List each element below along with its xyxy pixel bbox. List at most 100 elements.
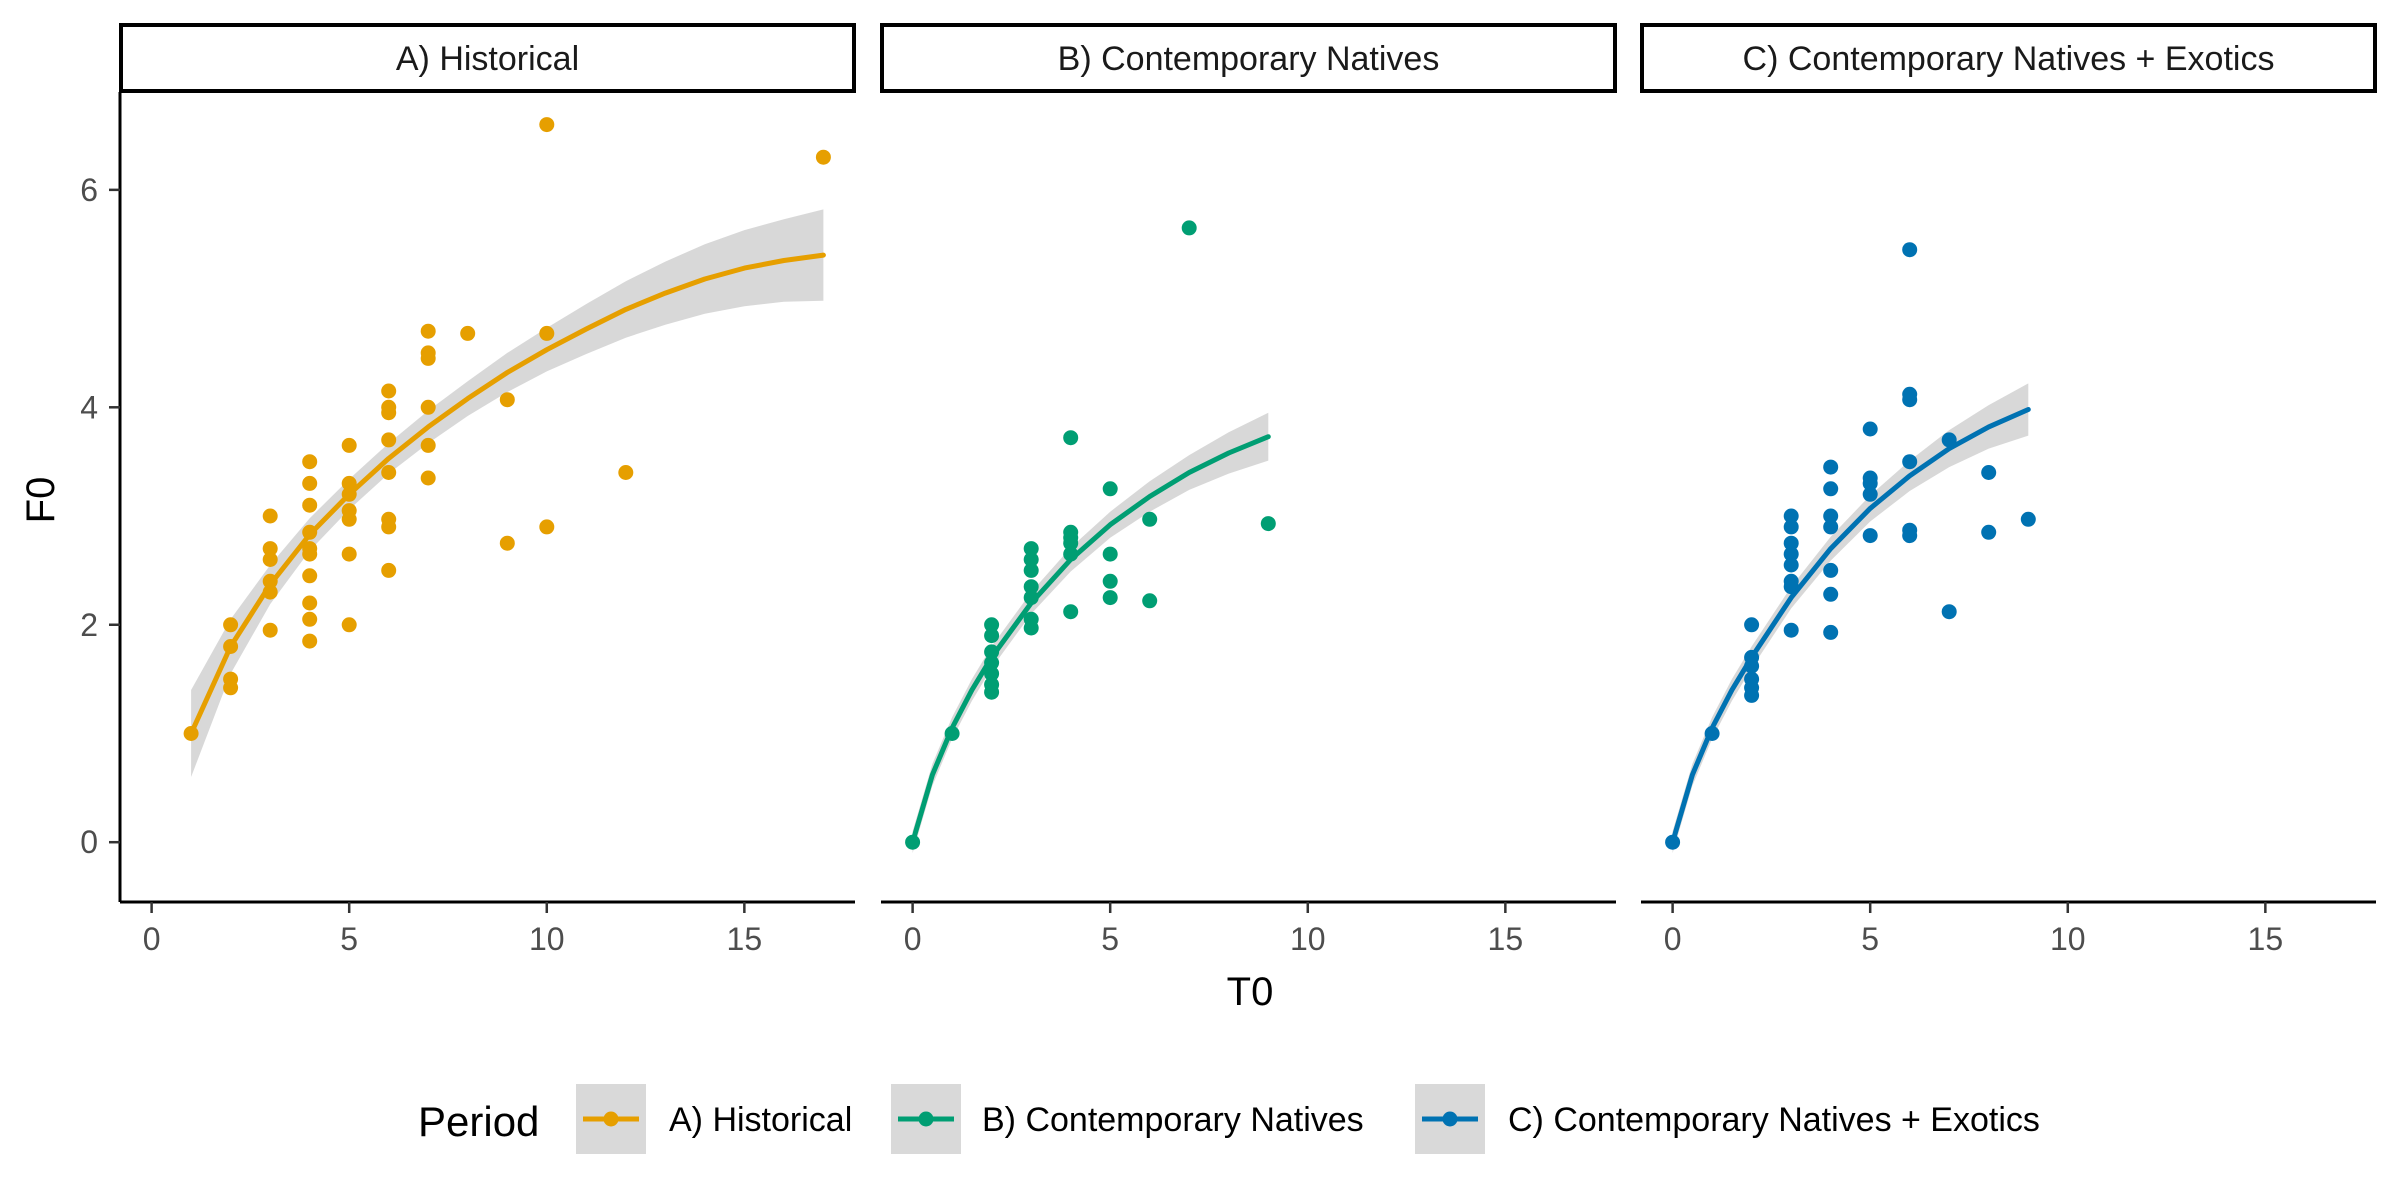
data-point [1783, 622, 1799, 638]
data-point [381, 432, 397, 448]
y-tick-label: 2 [80, 607, 98, 643]
data-point [302, 546, 318, 562]
fit-line [1670, 407, 2031, 845]
data-point [420, 350, 436, 366]
data-point [984, 628, 1000, 644]
strip-label: C) Contemporary Natives + Exotics [1743, 40, 2275, 78]
data-point [341, 511, 357, 527]
x-tick-label: 5 [340, 921, 358, 957]
panel-1: A) Historical 0 5 10 15 0 2 4 6 [80, 23, 856, 957]
data-point [1941, 432, 1957, 448]
data-point [1260, 516, 1276, 532]
data-point [420, 323, 436, 339]
data-point [381, 465, 397, 480]
strip-box [880, 23, 1617, 93]
data-point [1902, 454, 1918, 470]
data-point [341, 475, 357, 491]
data-point [1783, 519, 1799, 535]
data-point [302, 475, 318, 491]
x-tick-label: 5 [1101, 921, 1119, 957]
y-tick-label: 6 [80, 172, 98, 208]
data-point [2020, 511, 2036, 527]
data-point [539, 325, 555, 341]
data-point [815, 149, 831, 165]
data-point [1783, 557, 1799, 573]
data-point [262, 541, 278, 557]
data-point [1823, 586, 1839, 602]
data-point [341, 437, 357, 453]
x-tick-label: 0 [904, 921, 922, 957]
data-point [223, 680, 239, 696]
data-point [302, 611, 318, 627]
data-point [381, 383, 397, 399]
x-axis-title: T0 [1227, 970, 1274, 1014]
data-point [1063, 535, 1079, 551]
data-point [381, 405, 397, 421]
data-point [1823, 562, 1839, 578]
data-point [302, 454, 318, 470]
data-point [1823, 481, 1839, 497]
data-point [1941, 604, 1957, 620]
legend-label: B) Contemporary Natives [982, 1101, 1364, 1139]
data-point [1142, 593, 1158, 609]
data-point [539, 519, 555, 535]
data-point [1783, 508, 1799, 524]
data-point [223, 617, 239, 633]
data-point [1823, 519, 1839, 535]
data-point [1744, 687, 1760, 703]
data-point [262, 552, 278, 567]
data-point [1902, 528, 1918, 544]
x-tick-label: 10 [2050, 921, 2086, 957]
data-point [1823, 508, 1839, 524]
strip-box [1640, 23, 2377, 93]
y-tick-label: 0 [80, 824, 98, 860]
panel-2: B) Contemporary Natives 0 5 10 15 [880, 23, 1617, 957]
data-point [1023, 541, 1039, 557]
fit-line [910, 434, 1271, 845]
x-tick-label: 0 [1664, 921, 1682, 957]
data-point [1981, 465, 1997, 480]
data-point [984, 617, 1000, 633]
panels-group: A) Historical 0 5 10 15 0 2 4 6 B) Contemporary N… [80, 23, 2377, 957]
data-point [302, 633, 318, 649]
legend-item-3: C) Contemporary Natives + Exotics [1415, 1084, 2040, 1154]
strip-label: A) Historical [396, 40, 579, 78]
data-point [984, 684, 1000, 700]
data-point [1862, 528, 1878, 544]
panel-3: C) Contemporary Natives + Exotics 0 5 10 15 [1640, 23, 2377, 957]
data-point [262, 622, 278, 638]
data-point [341, 546, 357, 562]
data-point [460, 325, 476, 341]
y-tick-label: 4 [80, 389, 98, 425]
data-point [1102, 590, 1118, 606]
data-point [1862, 475, 1878, 491]
legend: Period A) Historical B) Contemporary Nati… [418, 1084, 2040, 1154]
data-point [1783, 535, 1799, 551]
data-point [499, 535, 515, 551]
data-point [1102, 481, 1118, 497]
data-point [1142, 511, 1158, 527]
data-point [1023, 552, 1039, 567]
x-tick-label: 10 [529, 921, 565, 957]
strip-box [119, 23, 856, 93]
data-point [1023, 562, 1039, 578]
data-point [1902, 242, 1918, 258]
data-point [1181, 220, 1197, 236]
x-tick-label: 5 [1861, 921, 1879, 957]
data-point [1102, 546, 1118, 562]
x-tick-label: 15 [2248, 921, 2284, 957]
x-tick-label: 15 [727, 921, 763, 957]
confidence-band [912, 412, 1269, 854]
data-point [302, 568, 318, 584]
legend-key-point [1442, 1111, 1458, 1127]
data-point [1902, 392, 1918, 408]
legend-label: A) Historical [669, 1101, 852, 1139]
data-point [499, 392, 515, 408]
data-point [420, 399, 436, 415]
legend-item-2: B) Contemporary Natives [891, 1084, 1364, 1154]
x-tick-label: 10 [1290, 921, 1326, 957]
data-point [1823, 459, 1839, 475]
legend-label: C) Contemporary Natives + Exotics [1508, 1101, 2040, 1139]
data-point [984, 666, 1000, 682]
